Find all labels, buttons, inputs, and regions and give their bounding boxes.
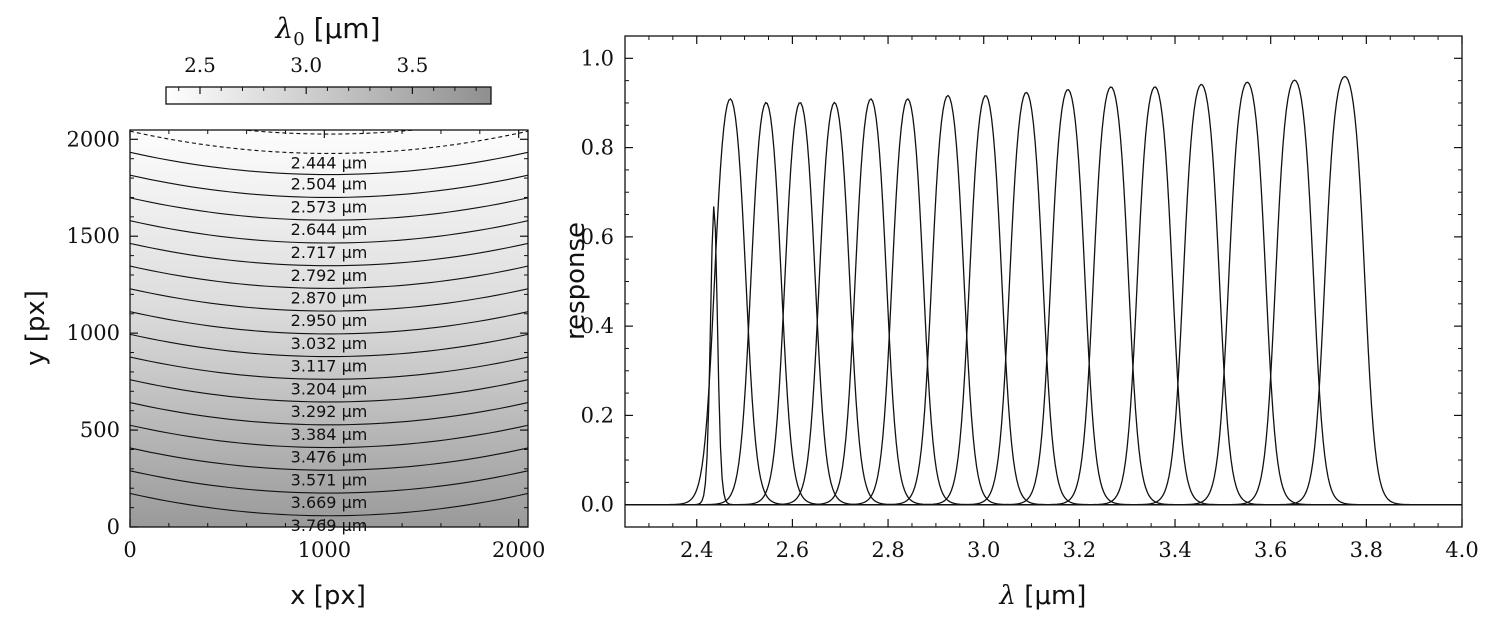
- response-y-tick-label: 0.6: [581, 225, 614, 249]
- response-curves: [625, 75, 1462, 506]
- contour-line: [130, 288, 528, 312]
- contour-label: 3.204 μm: [291, 379, 368, 398]
- response-curve: [625, 206, 1462, 506]
- map-y-tick-label: 1000: [67, 321, 120, 345]
- contour-label: 2.950 μm: [291, 311, 368, 330]
- colorbar-label-symbol: λ: [274, 12, 293, 45]
- contour-line: [130, 311, 528, 335]
- contour-label: 2.644 μm: [291, 220, 368, 239]
- response-y-ticks: 0.0 0.2 0.4 0.6 0.8 1.0: [581, 35, 1462, 528]
- contour-label: 3.292 μm: [291, 402, 368, 421]
- response-y-tick-label: 0.2: [581, 403, 614, 427]
- contour-line: [130, 379, 528, 403]
- contour-line: [130, 447, 528, 471]
- colorbar-label: λ0 [μm]: [274, 12, 380, 50]
- contour-line: [130, 424, 528, 449]
- response-x-tick-label: 2.6: [776, 538, 809, 562]
- contour-label: 2.792 μm: [291, 266, 368, 285]
- contour-lines: [130, 130, 528, 517]
- response-x-tick-label: 3.6: [1254, 538, 1287, 562]
- response-x-tick-label: 3.8: [1350, 538, 1383, 562]
- response-x-axis-label: λ [μm]: [999, 581, 1087, 611]
- response-x-axis-symbol: λ: [999, 581, 1016, 611]
- response-y-tick-label: 0.4: [581, 314, 614, 338]
- map-y-ticks: 0 500 1000 1500 2000: [67, 127, 528, 539]
- contour-label: 2.504 μm: [291, 175, 368, 194]
- contour-line: [130, 220, 528, 244]
- contour-line: [130, 265, 528, 289]
- response-x-tick-label: 2.8: [871, 538, 904, 562]
- response-y-tick-label: 1.0: [581, 46, 614, 70]
- map-x-tick-label: 2000: [492, 538, 545, 562]
- response-plot: 2.4 2.6 2.8 3.0 3.2 3.4 3.6 3.8 4.0 0.0 0.2 0.4 0.6…: [561, 35, 1479, 611]
- contour-line: [130, 174, 528, 199]
- contour-label: 2.870 μm: [291, 288, 368, 307]
- response-x-axis-unit: [μm]: [1016, 581, 1086, 611]
- response-y-tick-label: 0.0: [581, 493, 614, 517]
- map-x-tick-label: 0: [123, 538, 136, 562]
- response-x-ticks: 2.4 2.6 2.8 3.0 3.2 3.4 3.6 3.8 4.0: [624, 36, 1479, 562]
- contour-label: 2.444 μm: [291, 154, 368, 173]
- contour-label: 3.384 μm: [291, 425, 368, 444]
- colorbar-label-subscript: 0: [293, 29, 304, 50]
- colorbar-label-unit: [μm]: [305, 12, 381, 45]
- contour-label: 2.573 μm: [291, 198, 368, 217]
- response-x-tick-label: 4.0: [1445, 538, 1478, 562]
- contour-label: 2.717 μm: [291, 243, 368, 262]
- map-y-tick-label: 500: [80, 418, 120, 442]
- map-y-axis-label: y [px]: [21, 290, 51, 366]
- map-x-axis-label: x [px]: [290, 581, 366, 611]
- map-y-tick-label: 2000: [67, 127, 120, 151]
- map-x-tick-label: 1000: [298, 538, 351, 562]
- wavelength-map: 2.444 μm 2.504 μm 2.573 μm 2.644 μm 2.717 μm…: [21, 127, 545, 611]
- response-y-tick-label: 0.8: [581, 136, 614, 160]
- contour-line: [130, 470, 528, 494]
- colorbar: λ0 [μm] 2.5 3.0 3.5: [165, 12, 492, 105]
- contour-line: [130, 151, 528, 176]
- colorbar-tick-label: 3.5: [396, 53, 428, 77]
- response-x-tick-label: 3.0: [967, 538, 1000, 562]
- colorbar-ticks: 2.5 3.0 3.5: [178, 53, 477, 94]
- map-x-ticks: 0 1000 2000: [123, 130, 545, 562]
- contour-line: [130, 242, 528, 267]
- response-x-tick-label: 3.2: [1063, 538, 1096, 562]
- colorbar-tick-label: 2.5: [184, 53, 216, 77]
- contour-label: 3.032 μm: [291, 334, 368, 353]
- map-y-tick-label: 1500: [67, 224, 120, 248]
- contour-label: 3.769 μm: [291, 516, 368, 535]
- contour-label: 3.476 μm: [291, 448, 368, 467]
- contour-line: [130, 356, 528, 380]
- map-y-tick-label: 0: [107, 515, 120, 539]
- response-curve: [625, 75, 1462, 506]
- contour-line: [130, 197, 528, 221]
- contour-label: 3.117 μm: [291, 357, 368, 376]
- contour-line: [130, 333, 528, 358]
- contour-label: 3.669 μm: [291, 493, 368, 512]
- contour-line: [130, 402, 528, 426]
- map-frame: [129, 129, 529, 528]
- response-x-tick-label: 3.4: [1158, 538, 1191, 562]
- colorbar-gradient: [165, 86, 492, 105]
- contour-label: 3.571 μm: [291, 470, 368, 489]
- contour-line: [130, 492, 528, 517]
- colorbar-tick-label: 3.0: [290, 53, 322, 77]
- response-x-tick-label: 2.4: [680, 538, 713, 562]
- contour-labels: 2.444 μm 2.504 μm 2.573 μm 2.644 μm 2.717 μm…: [291, 154, 368, 535]
- response-y-axis-label: response: [561, 222, 591, 340]
